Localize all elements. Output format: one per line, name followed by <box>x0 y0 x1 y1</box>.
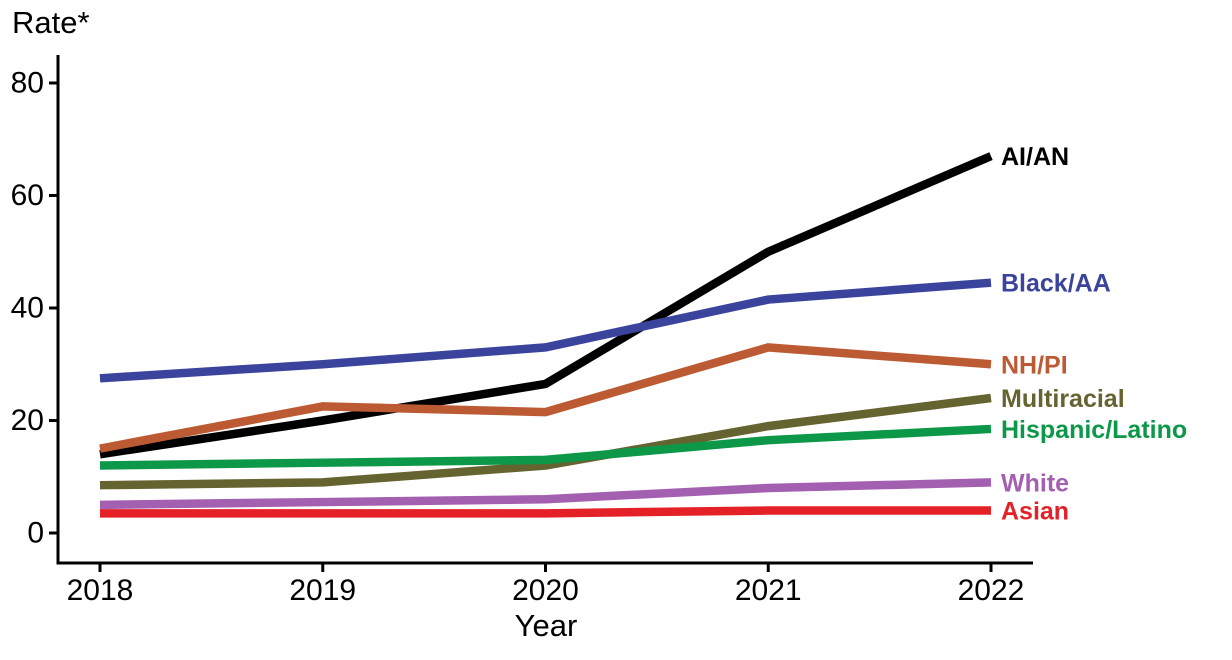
x-tick-label: 2021 <box>735 574 802 607</box>
y-tick-label: 80 <box>11 67 44 100</box>
series-label-white: White <box>1001 469 1069 497</box>
y-tick-label: 20 <box>11 404 44 437</box>
x-tick-label: 2018 <box>67 574 134 607</box>
series-line-multiracial <box>99 393 992 490</box>
series-label-nh-pi: NH/PI <box>1001 351 1068 379</box>
series-line-hispanic-latino <box>99 424 992 470</box>
x-tick-label: 2022 <box>958 574 1025 607</box>
y-tick-label: 0 <box>27 517 44 550</box>
series-label-hispanic-latino: Hispanic/Latino <box>1001 416 1187 444</box>
y-tick-label: 40 <box>11 292 44 325</box>
series-line-asian <box>100 506 991 518</box>
series-label-multiracial: Multiracial <box>1001 385 1125 413</box>
y-tick-label: 60 <box>11 179 44 212</box>
series-label-ai-an: AI/AN <box>1001 143 1069 171</box>
series-line-black-aa <box>99 278 992 383</box>
x-tick-label: 2020 <box>512 574 579 607</box>
series-line-white <box>99 478 992 510</box>
series-line-ai-an <box>99 152 993 459</box>
series-label-black-aa: Black/AA <box>1001 270 1111 298</box>
x-tick-label: 2019 <box>289 574 356 607</box>
series-line-nh-pi <box>99 343 992 453</box>
x-axis-title: Year <box>514 608 578 643</box>
y-axis-title: Rate* <box>12 5 90 40</box>
series-label-asian: Asian <box>1001 498 1069 526</box>
